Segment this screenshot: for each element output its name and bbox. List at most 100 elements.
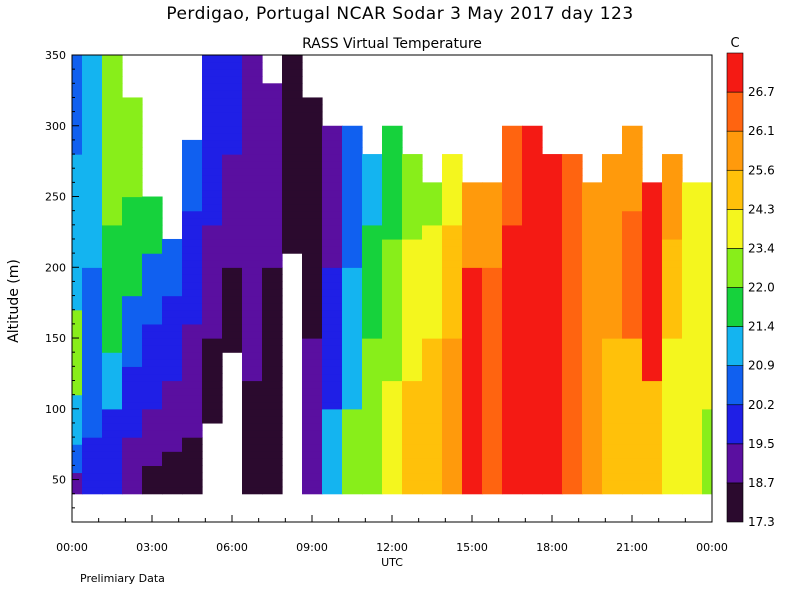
- heatmap-cell: [182, 295, 203, 304]
- plot-area: [72, 55, 712, 522]
- heatmap-cell: [602, 345, 623, 353]
- heatmap-cell: [342, 451, 363, 459]
- heatmap-cell: [502, 415, 523, 424]
- heatmap-cell: [282, 139, 303, 148]
- heatmap-cell: [102, 231, 123, 240]
- heatmap-cell: [642, 309, 663, 318]
- heatmap-cell: [662, 175, 683, 183]
- heatmap-cell: [702, 217, 712, 226]
- heatmap-cell: [262, 224, 283, 233]
- heatmap-cell: [682, 238, 703, 247]
- heatmap-cell: [82, 154, 103, 162]
- heatmap-cell: [482, 288, 503, 297]
- heatmap-cell: [702, 373, 712, 382]
- heatmap-cell: [382, 408, 403, 417]
- heatmap-cell: [402, 288, 423, 297]
- heatmap-cell: [72, 479, 83, 488]
- heatmap-cell: [242, 366, 263, 375]
- heatmap-cell: [662, 437, 683, 445]
- heatmap-cell: [442, 196, 463, 205]
- heatmap-cell: [362, 316, 383, 325]
- heatmap-cell: [82, 175, 103, 183]
- heatmap-cell: [242, 161, 263, 169]
- heatmap-cell: [202, 104, 223, 113]
- heatmap-cell: [362, 203, 383, 212]
- heatmap-cell: [82, 458, 103, 466]
- heatmap-cell: [422, 338, 443, 346]
- heatmap-cell: [662, 352, 683, 360]
- heatmap-cell: [242, 302, 263, 311]
- heatmap-cell: [502, 366, 523, 375]
- heatmap-cell: [702, 359, 712, 367]
- heatmap-cell: [72, 125, 83, 134]
- heatmap-cell: [202, 415, 223, 424]
- heatmap-cell: [162, 366, 183, 375]
- heatmap-cell: [282, 154, 303, 162]
- heatmap-cell: [602, 274, 623, 283]
- heatmap-cell: [482, 437, 503, 445]
- heatmap-cell: [502, 373, 523, 382]
- heatmap-cell: [202, 387, 223, 396]
- heatmap-cell: [202, 231, 223, 240]
- heatmap-cell: [122, 338, 143, 346]
- heatmap-cell: [362, 260, 383, 268]
- heatmap-cell: [402, 359, 423, 367]
- heatmap-cell: [542, 189, 563, 198]
- heatmap-cell: [422, 451, 443, 459]
- heatmap-cell: [442, 479, 463, 488]
- heatmap-cell: [682, 189, 703, 198]
- heatmap-cell: [402, 246, 423, 254]
- heatmap-cell: [122, 196, 143, 205]
- heatmap-cell: [242, 451, 263, 459]
- heatmap-cell: [302, 394, 323, 403]
- heatmap-cell: [262, 465, 283, 474]
- heatmap-cell: [182, 260, 203, 268]
- heatmap-cell: [142, 394, 163, 403]
- heatmap-cell: [72, 430, 83, 438]
- heatmap-cell: [682, 253, 703, 261]
- heatmap-cell: [422, 472, 443, 481]
- heatmap-cell: [162, 486, 183, 495]
- heatmap-cell: [222, 267, 243, 275]
- heatmap-cell: [542, 366, 563, 375]
- heatmap-cell: [342, 210, 363, 219]
- heatmap-cell: [442, 217, 463, 226]
- heatmap-cell: [242, 359, 263, 367]
- heatmap-cell: [562, 380, 583, 389]
- heatmap-cell: [102, 139, 123, 148]
- heatmap-cell: [242, 373, 263, 382]
- heatmap-cell: [102, 118, 123, 127]
- heatmap-cell: [382, 253, 403, 261]
- heatmap-cell: [702, 267, 712, 275]
- heatmap-cell: [562, 323, 583, 332]
- heatmap-cell: [482, 182, 503, 191]
- heatmap-cell: [642, 415, 663, 424]
- heatmap-cell: [162, 444, 183, 452]
- heatmap-cell: [442, 408, 463, 417]
- heatmap-cell: [262, 83, 283, 91]
- heatmap-cell: [682, 260, 703, 268]
- heatmap-cell: [442, 203, 463, 212]
- heatmap-cell: [322, 366, 343, 375]
- heatmap-cell: [642, 437, 663, 445]
- heatmap-cell: [462, 486, 483, 495]
- heatmap-cell: [542, 168, 563, 176]
- heatmap-cell: [222, 104, 243, 113]
- heatmap-cell: [242, 267, 263, 275]
- heatmap-cell: [462, 380, 483, 389]
- heatmap-cell: [702, 323, 712, 332]
- heatmap-cell: [662, 302, 683, 311]
- heatmap-cell: [342, 309, 363, 318]
- heatmap-cell: [262, 196, 283, 205]
- heatmap-cell: [482, 415, 503, 424]
- heatmap-cell: [72, 408, 83, 417]
- heatmap-cell: [302, 104, 323, 113]
- heatmap-cell: [642, 408, 663, 417]
- heatmap-cell: [262, 479, 283, 488]
- heatmap-cell: [302, 458, 323, 466]
- heatmap-cell: [362, 430, 383, 438]
- heatmap-cell: [162, 451, 183, 459]
- heatmap-cell: [522, 231, 543, 240]
- heatmap-cell: [102, 55, 123, 63]
